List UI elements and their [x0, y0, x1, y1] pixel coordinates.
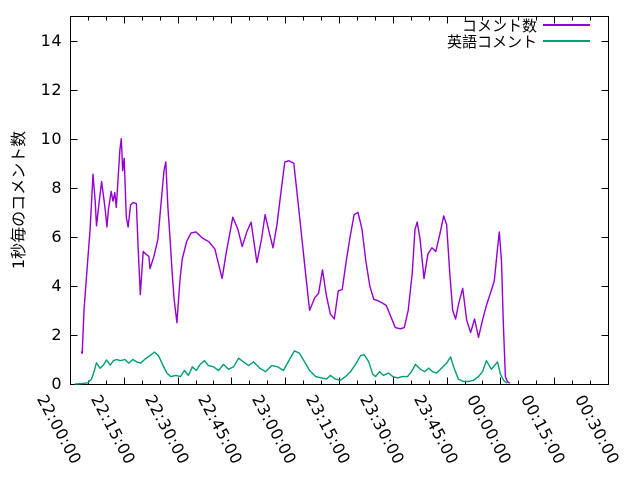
y-axis-title: 1秒毎のコメント数 — [9, 130, 28, 270]
plot-border — [70, 16, 609, 385]
legend-entry-comments: コメント数 — [447, 16, 590, 35]
legend-label-english_comments: 英語コメント — [446, 32, 537, 51]
legend-line-sample-comments — [543, 24, 590, 26]
y-tick-label: 6 — [51, 226, 62, 246]
y-tick-label: 14 — [40, 30, 62, 50]
legend: コメント数 英語コメント — [446, 16, 590, 51]
series-line-english_comments — [74, 350, 508, 385]
y-tick-label: 12 — [40, 79, 62, 99]
legend-line-sample-english_comments — [543, 40, 590, 42]
legend-entry-english_comments: 英語コメント — [446, 32, 590, 51]
y-tick-label: 10 — [40, 128, 62, 148]
series-line-comments — [80, 137, 511, 384]
y-tick-label: 2 — [51, 324, 62, 344]
y-tick-label: 4 — [51, 275, 62, 295]
legend-label-comments: コメント数 — [461, 16, 537, 35]
y-tick-label: 8 — [51, 177, 62, 197]
y-tick-label: 0 — [51, 374, 62, 393]
